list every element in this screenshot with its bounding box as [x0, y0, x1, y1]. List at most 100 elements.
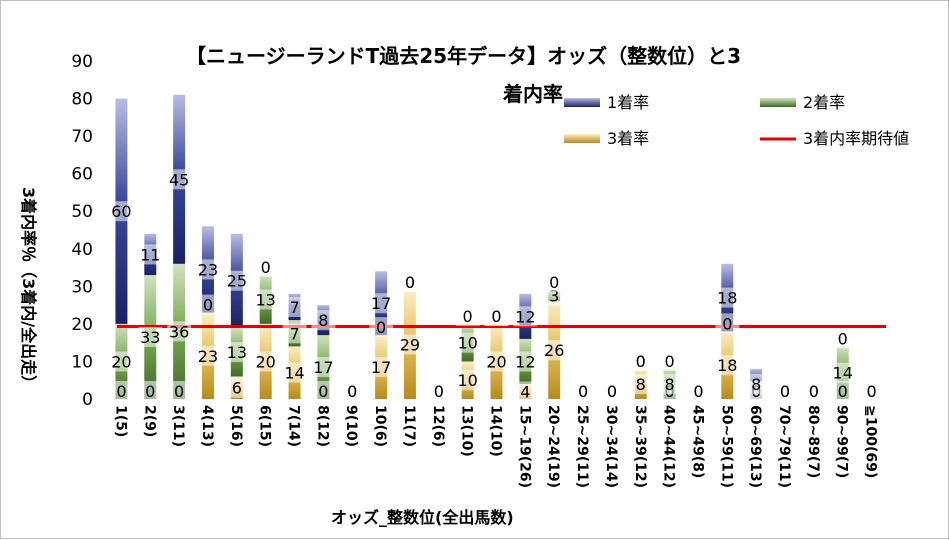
data-label: 0 — [809, 382, 819, 401]
data-label: 17 — [371, 294, 391, 313]
x-tick-label: 10(6) — [372, 405, 388, 447]
data-label: 7 — [289, 324, 299, 343]
data-label: 23 — [198, 260, 218, 279]
chart-title-line1: 【ニュージーランドT過去25年データ】オッズ（整数位）と3 — [186, 44, 741, 68]
data-label: 0 — [636, 352, 646, 371]
legend-swatch-1 — [564, 98, 600, 107]
data-label: 4 — [520, 382, 530, 401]
y-tick-label: 20 — [71, 315, 93, 335]
data-label: 26 — [544, 341, 564, 360]
data-label: 20 — [256, 352, 276, 371]
data-label-bg — [455, 370, 480, 391]
data-label-bg — [397, 334, 422, 355]
data-label: 60 — [111, 202, 131, 221]
y-tick-label: 90 — [71, 52, 93, 72]
x-tick-label: 90~99(7) — [834, 405, 850, 478]
x-tick-label: 8(12) — [314, 405, 330, 447]
data-label-bg — [571, 381, 596, 401]
data-label: 0 — [434, 382, 444, 401]
data-label-bg — [138, 381, 163, 401]
data-label-bg — [744, 373, 769, 394]
data-label-bg — [628, 373, 653, 394]
x-tick-label: 5(16) — [228, 405, 244, 447]
x-tick-label: 60~69(13) — [747, 405, 763, 488]
data-label-bg — [253, 289, 278, 310]
data-label: 0 — [318, 382, 328, 401]
x-tick-label: 45~49(8) — [689, 405, 705, 478]
data-label: 17 — [371, 358, 391, 377]
x-tick-label: 1(5) — [112, 405, 128, 437]
data-labels-group: 0206003311036452302361325201301477017800… — [109, 169, 884, 402]
data-label-bg — [253, 351, 278, 372]
data-label-bg — [167, 321, 192, 342]
x-tick-label: 11(7) — [401, 405, 417, 447]
data-label-bg — [542, 272, 567, 293]
data-label-bg — [715, 355, 740, 376]
data-label: 0 — [549, 273, 559, 292]
data-label: 0 — [491, 307, 501, 326]
data-label-bg — [484, 351, 509, 372]
data-label-bg — [195, 259, 220, 280]
data-label-bg — [455, 332, 480, 353]
x-tick-label: 20~24(19) — [545, 405, 561, 488]
data-label-bg — [657, 350, 682, 371]
chart-title-line2: 着内率 — [502, 82, 563, 106]
x-tick-label: 40~44(12) — [661, 405, 677, 488]
x-tick-label: 2(9) — [141, 405, 157, 437]
data-label-bg — [282, 323, 307, 344]
x-tick-label: 70~79(11) — [776, 405, 792, 488]
legend: 1着率 2着率 3着率 3着内率期待値 — [564, 93, 909, 148]
data-label-bg — [686, 381, 711, 401]
y-tick-label: 0 — [82, 390, 93, 410]
x-axis-label: オッズ_整数位(全出馬数) — [331, 508, 514, 527]
data-label: 0 — [838, 382, 848, 401]
data-label: 8 — [751, 375, 761, 394]
data-label: 0 — [722, 314, 732, 333]
data-label-bg — [311, 381, 336, 401]
data-label: 13 — [227, 343, 247, 362]
y-axis-label: 3着内率％（3着内/全出走） — [19, 187, 38, 391]
data-label: 0 — [693, 382, 703, 401]
data-label-bg — [109, 381, 134, 401]
legend-label-2: 2着率 — [803, 93, 845, 112]
data-label: 36 — [169, 322, 189, 341]
data-label: 3 — [549, 287, 559, 306]
data-label-bg — [801, 381, 826, 401]
data-label: 0 — [866, 382, 876, 401]
data-label-bg — [455, 305, 480, 326]
data-label: 0 — [203, 296, 213, 315]
data-label-bg — [773, 381, 798, 401]
y-axis-ticks: 0 10 20 30 40 50 60 70 80 90 — [71, 52, 93, 410]
data-label-bg — [859, 381, 884, 401]
data-label-bg — [138, 244, 163, 265]
legend-label-ref: 3着内率期待値 — [803, 129, 909, 148]
data-label-bg — [628, 350, 653, 371]
x-tick-label: ≧100(69) — [863, 405, 879, 478]
data-label: 17 — [313, 358, 333, 377]
x-tick-label: 80~89(7) — [805, 405, 821, 478]
x-tick-label: 12(6) — [430, 405, 446, 447]
y-tick-label: 40 — [71, 240, 93, 260]
data-label-bg — [109, 351, 134, 372]
data-label: 7 — [289, 298, 299, 317]
data-label-bg — [340, 381, 365, 401]
data-label-bg — [599, 381, 624, 401]
x-tick-label: 35~39(12) — [632, 405, 648, 488]
data-label: 45 — [169, 170, 189, 189]
data-label-bg — [109, 201, 134, 222]
data-label: 25 — [227, 272, 247, 291]
y-tick-label: 70 — [71, 127, 93, 147]
data-label-bg — [224, 377, 249, 398]
data-label-bg — [830, 328, 855, 349]
data-label: 0 — [347, 382, 357, 401]
data-label: 8 — [318, 311, 328, 330]
data-label-bg — [484, 305, 509, 326]
data-label: 10 — [457, 371, 477, 390]
data-label-bg — [311, 310, 336, 331]
data-label: 0 — [838, 329, 848, 348]
data-label: 0 — [405, 273, 415, 292]
data-label-bg — [369, 317, 394, 338]
data-label-bg — [253, 257, 278, 278]
y-tick-label: 80 — [71, 90, 93, 110]
data-label: 0 — [376, 318, 386, 337]
